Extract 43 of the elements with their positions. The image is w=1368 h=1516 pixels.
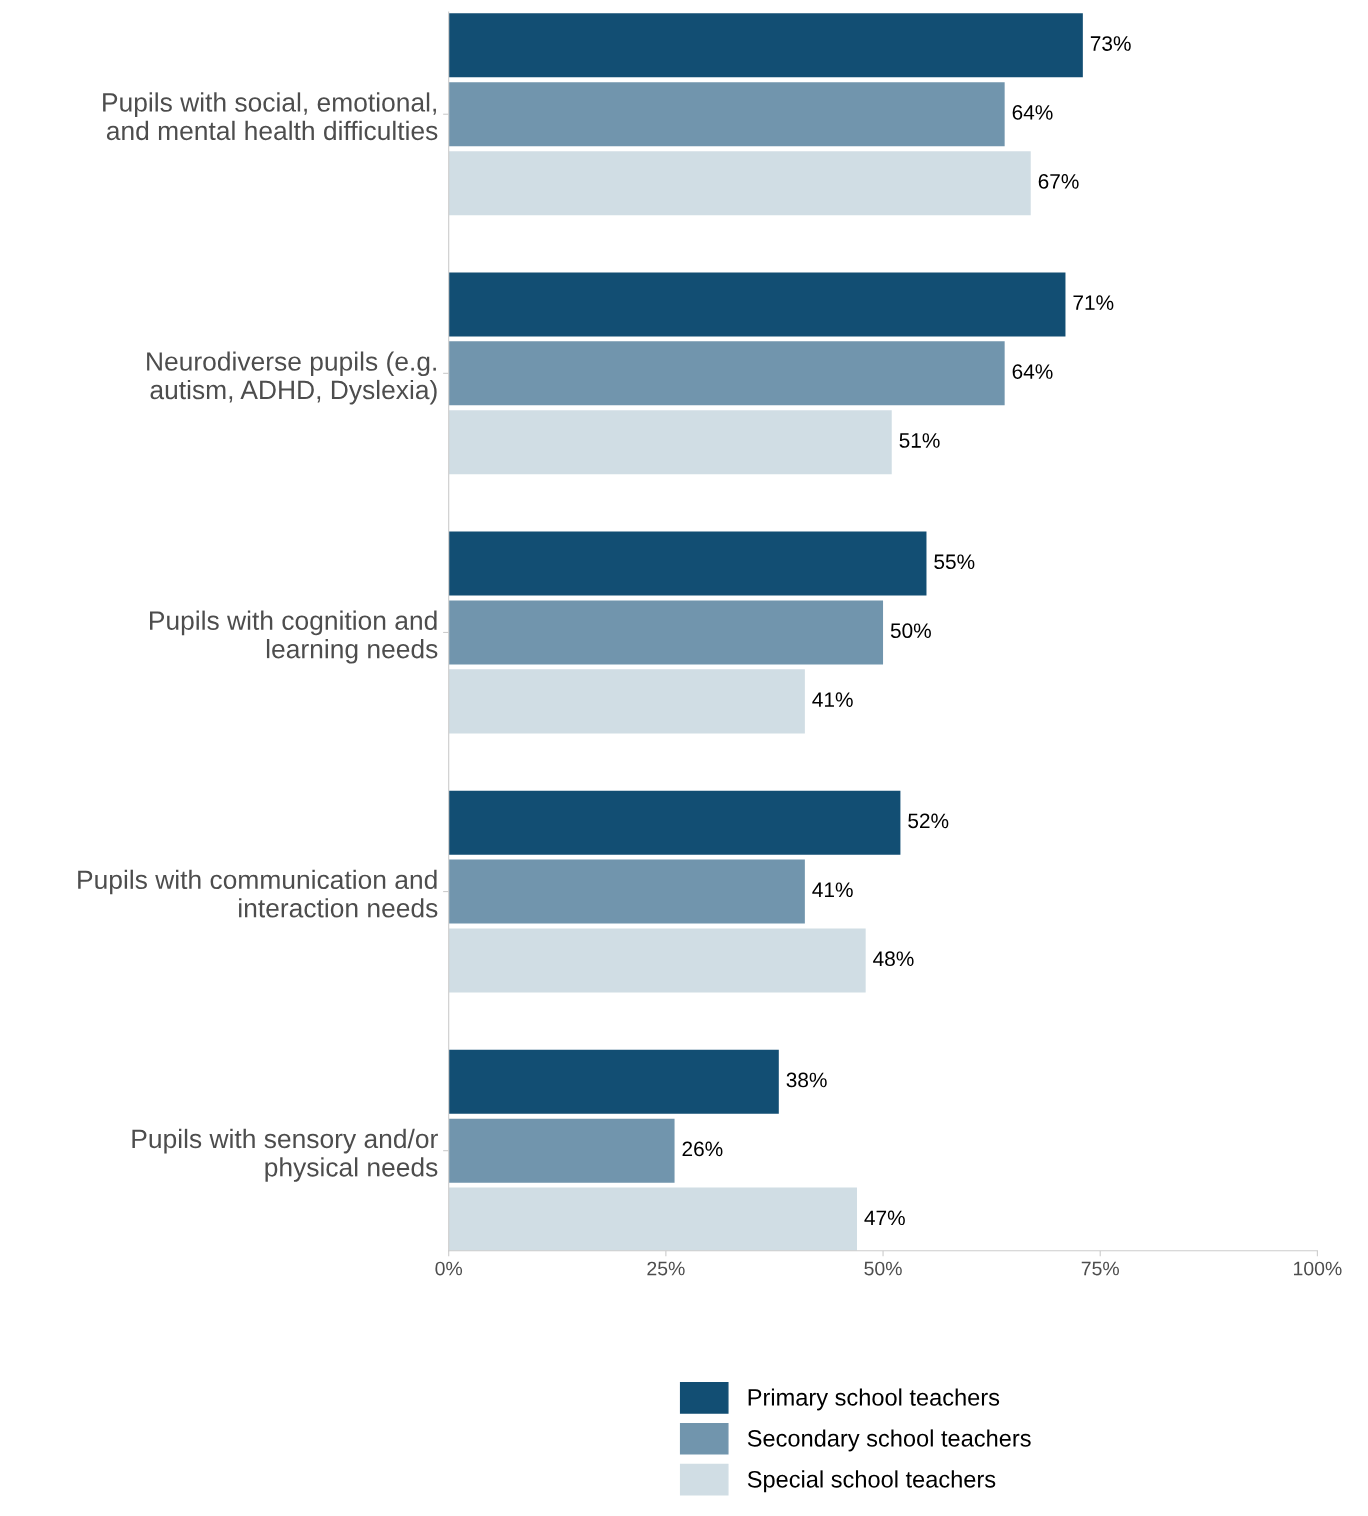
- bar: [448, 859, 805, 924]
- data-label: 55%: [934, 554, 975, 570]
- data-label: 41%: [812, 692, 853, 707]
- bar: [448, 669, 805, 734]
- y-tick-label: Pupils with cognition and learning needs: [150, 610, 438, 664]
- bar: [448, 410, 892, 475]
- data-label: 26%: [682, 1141, 723, 1157]
- data-label: 50%: [890, 623, 931, 639]
- bar: [448, 82, 1005, 147]
- x-tick-label: 0%: [435, 1261, 463, 1276]
- bar: [448, 928, 866, 993]
- data-label: 38%: [786, 1072, 827, 1088]
- y-tick-label: Pupils with communication and interaction needs: [78, 869, 438, 918]
- x-tick-label: 50%: [864, 1261, 902, 1276]
- legend-label: Primary school teachers: [748, 1388, 1000, 1411]
- data-label: 52%: [908, 813, 949, 829]
- bar: [448, 1187, 857, 1251]
- data-label: 64%: [1012, 364, 1053, 379]
- bar: [448, 151, 1031, 216]
- x-tick-label: 75%: [1081, 1261, 1119, 1276]
- y-tick-label: Neurodiverse pupils (e.g. autism, ADHD, Dyslexia): [147, 351, 437, 405]
- legend-label: Special school teachers: [747, 1470, 996, 1493]
- data-label: 64%: [1012, 105, 1053, 120]
- bar: [448, 1049, 779, 1114]
- bar: [448, 600, 884, 665]
- data-label: 51%: [899, 433, 940, 448]
- data-label: 71%: [1073, 295, 1114, 310]
- bar: [448, 341, 1005, 406]
- x-tick-label: 100%: [1294, 1261, 1342, 1276]
- data-label: 67%: [1038, 173, 1079, 189]
- bar: [448, 13, 1083, 78]
- data-label: 48%: [873, 951, 914, 967]
- x-tick-label: 25%: [647, 1261, 685, 1276]
- bar: [448, 272, 1066, 337]
- bar: [448, 531, 927, 596]
- bar: [448, 1118, 675, 1183]
- legend-label: Secondary school teachers: [747, 1429, 1031, 1452]
- data-label: 73%: [1090, 36, 1131, 51]
- data-label: 41%: [812, 882, 853, 898]
- y-tick-label: Pupils with social, emotional, and mental health difficulties: [103, 92, 438, 141]
- data-label: 47%: [864, 1210, 905, 1226]
- y-tick-label: Pupils with sensory and/or physical needs: [132, 1128, 438, 1182]
- bar: [448, 790, 901, 855]
